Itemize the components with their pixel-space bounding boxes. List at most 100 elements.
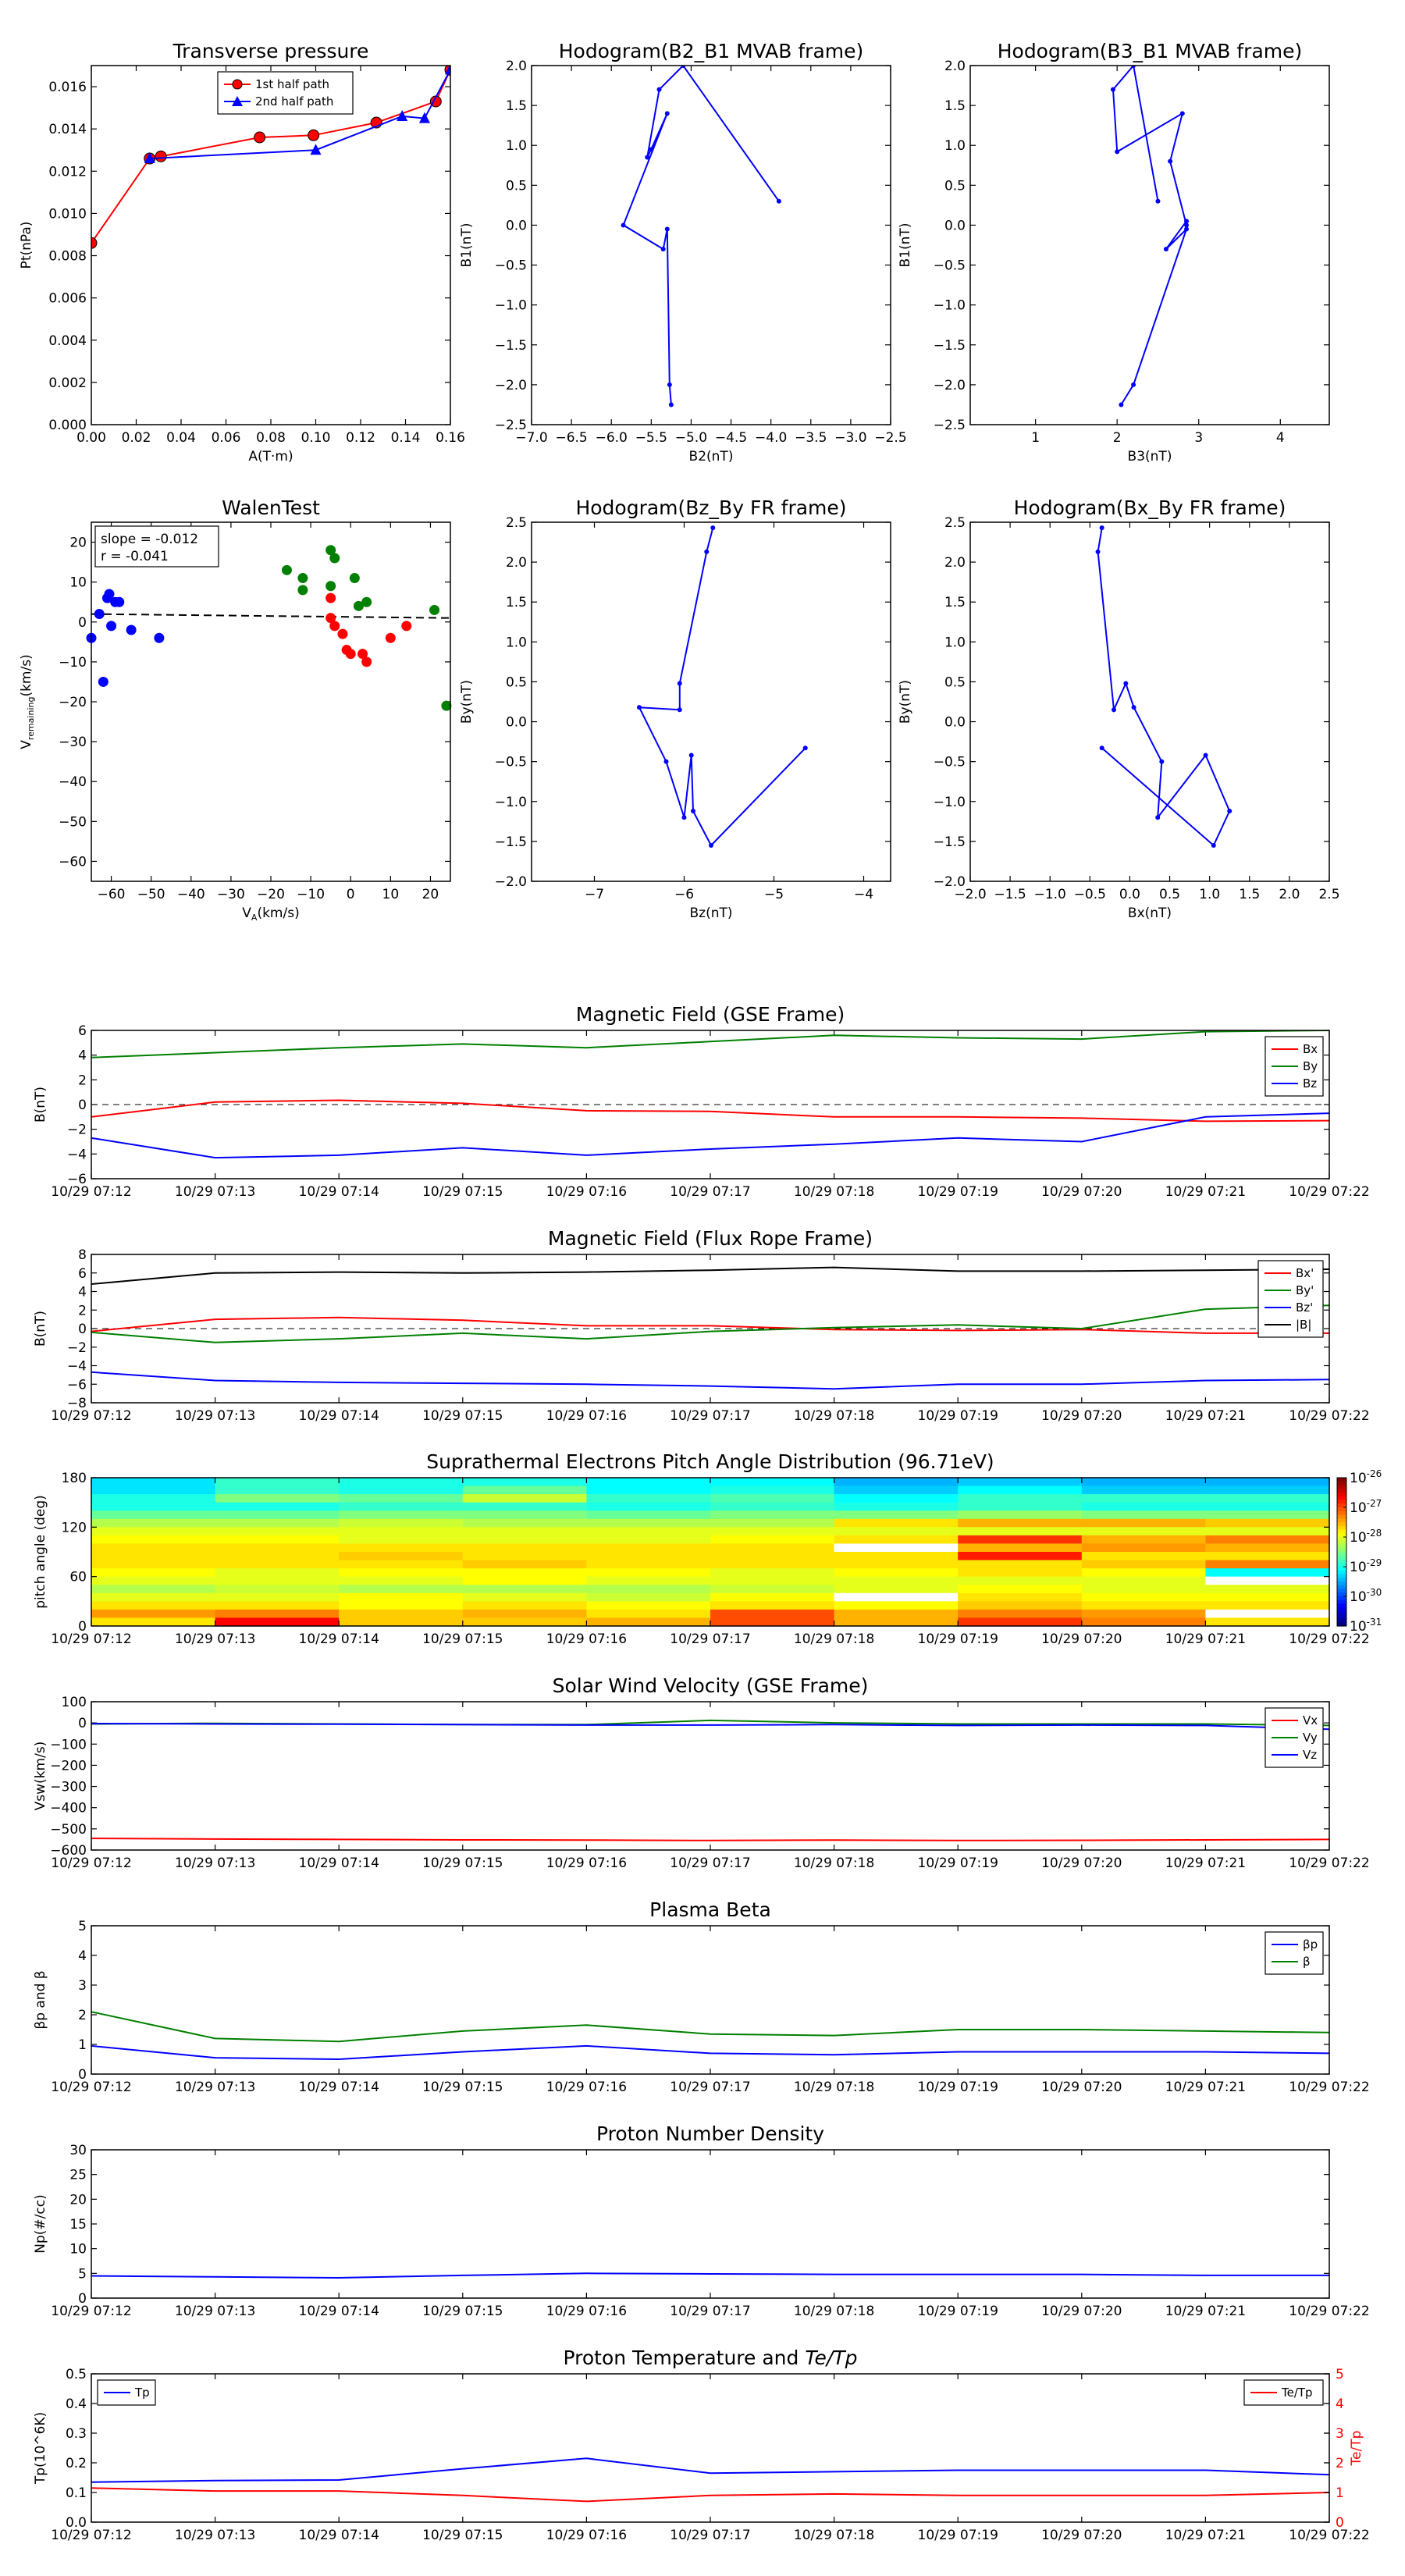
beta-xtick-label: 10/29 07:17 [670, 2080, 750, 2095]
hzy-ytick-label: 2.0 [506, 555, 527, 571]
hxy-xtick-label: −0.5 [1074, 887, 1106, 902]
pad-cell [91, 1518, 216, 1528]
hzy-point [691, 809, 695, 814]
pad-colorbar-step [1337, 1500, 1346, 1504]
walen-point [106, 621, 117, 632]
pad-cell [1081, 1585, 1206, 1594]
vsw-ytick-label: −600 [50, 1843, 87, 1859]
tp-title: Proton Temperature and Te/Tp [564, 2347, 858, 2369]
pad-cell [834, 1592, 959, 1602]
pad-cell [91, 1502, 216, 1511]
h21-xtick-label: −6.5 [555, 430, 587, 446]
tp-ytick-label-right: 4 [1336, 2396, 1344, 2412]
pad-xtick-label: 10/29 07:15 [422, 1631, 503, 1647]
pad-colorbar-step [1337, 1544, 1346, 1549]
hxy-panel: Hodogram(Bx_By FR frame) Bx(nT) By(nT) −2.0… [898, 496, 1340, 921]
bgse-xtick-label: 10/29 07:20 [1041, 1184, 1122, 1200]
bfr-xtick-label: 10/29 07:17 [670, 1408, 750, 1424]
pad-cell [215, 1543, 340, 1553]
hzy-ylabel: By(nT) [459, 680, 475, 724]
bfr-series-b [91, 1266, 1329, 1285]
walen-point [441, 700, 452, 711]
pt-point [91, 237, 98, 249]
beta-xtick-label: 10/29 07:13 [175, 2080, 255, 2095]
pad-cell [1205, 1560, 1330, 1569]
bfr-legend-label-by: By' [1296, 1283, 1314, 1297]
pad-cell [586, 1585, 711, 1594]
walen-point [325, 545, 336, 556]
pad-colorbar-step [1337, 1603, 1346, 1608]
h31-ytick-label: 2.0 [944, 59, 966, 74]
pad-cell [586, 1552, 711, 1561]
bgse-ytick-label: 0 [78, 1098, 87, 1113]
walen-point [325, 581, 336, 592]
vsw-xtick-label: 10/29 07:22 [1289, 1856, 1369, 1871]
h21-point [667, 382, 672, 387]
walen-xtick-label: 20 [422, 887, 439, 902]
beta-xtick-label: 10/29 07:16 [546, 2080, 627, 2095]
np-ylabel: Np(#/cc) [33, 2194, 48, 2253]
tp-ytick-label: 0.3 [66, 2426, 87, 2442]
np-ytick-label: 0 [78, 2291, 87, 2307]
pad-cell [91, 1552, 216, 1561]
walen-ytick-label: −40 [59, 774, 87, 790]
beta-ytick-label: 2 [78, 2008, 87, 2023]
hxy-data [1095, 525, 1232, 848]
hzy-ytick-label: 1.0 [506, 635, 527, 650]
pad-cell [91, 1585, 216, 1594]
pad-cell [586, 1535, 711, 1545]
pad-cell [215, 1592, 340, 1602]
pt-ytick-label: 0.012 [48, 164, 87, 180]
pad-cell [1205, 1535, 1330, 1545]
walen-point [401, 621, 412, 632]
h31-ytick-label: −0.5 [934, 258, 966, 274]
h31-panel: Hodogram(B3_B1 MVAB frame) B3(nT) B1(nT) 1 2… [898, 40, 1330, 464]
pad-colorbar-step [1337, 1567, 1346, 1571]
beta-xtick-label: 10/29 07:19 [918, 2080, 998, 2095]
h31-series-line [1112, 66, 1187, 405]
h31-xtick-label: 2 [1113, 430, 1122, 446]
tp-xtick-label: 10/29 07:16 [546, 2528, 627, 2543]
pad-cell [1205, 1617, 1330, 1627]
h21-xtick-label: −2.5 [874, 430, 906, 446]
pt-data [91, 66, 450, 249]
hxy-series-line [1097, 528, 1231, 847]
pad-colorbar-step [1337, 1478, 1346, 1482]
hxy-point [1211, 843, 1216, 848]
pt-xtick-label: 0.06 [212, 430, 241, 446]
pad-xtick-label: 10/29 07:14 [299, 1631, 379, 1647]
pad-cell [1205, 1478, 1330, 1487]
bfr-series-by [91, 1304, 1329, 1343]
pad-cell [958, 1585, 1083, 1594]
hzy-xtick-label: −4 [854, 887, 873, 902]
tp-xtick-label: 10/29 07:17 [670, 2528, 750, 2543]
pt-ytick-label: 0.016 [48, 80, 87, 95]
pad-cell [462, 1502, 587, 1511]
pad-cell [1081, 1494, 1206, 1503]
pt-xtick-label: 0.16 [436, 430, 465, 446]
np-plot-frame [91, 2149, 1330, 2299]
walen-xtick-label: −30 [217, 887, 245, 902]
pad-cell [958, 1601, 1083, 1610]
vsw-xtick-label: 10/29 07:18 [794, 1856, 874, 1871]
hzy-point [802, 745, 808, 751]
hxy-ytick-label: −1.0 [934, 795, 966, 810]
pad-colorbar-label: 10-28 [1350, 1528, 1382, 1546]
np-title: Proton Number Density [596, 2122, 824, 2145]
h31-ytick-label: 1.0 [944, 138, 966, 154]
vsw-ytick-label: 100 [62, 1695, 87, 1710]
pad-cell [215, 1552, 340, 1561]
pad-cell [834, 1485, 959, 1495]
pad-cell [1081, 1568, 1206, 1578]
pad-cell [958, 1617, 1083, 1627]
pad-cell [339, 1518, 464, 1528]
np-ytick-label: 10 [69, 2242, 87, 2258]
bgse-xtick-label: 10/29 07:21 [1165, 1184, 1246, 1200]
pt-point [397, 109, 408, 121]
bgse-series-by [91, 1030, 1329, 1059]
h21-xtick-label: −6.0 [596, 430, 628, 446]
pt-legend: 1st half path 2nd half path [217, 71, 354, 115]
h31-xlabel: B3(nT) [1128, 449, 1172, 464]
h31-point [1179, 111, 1185, 116]
